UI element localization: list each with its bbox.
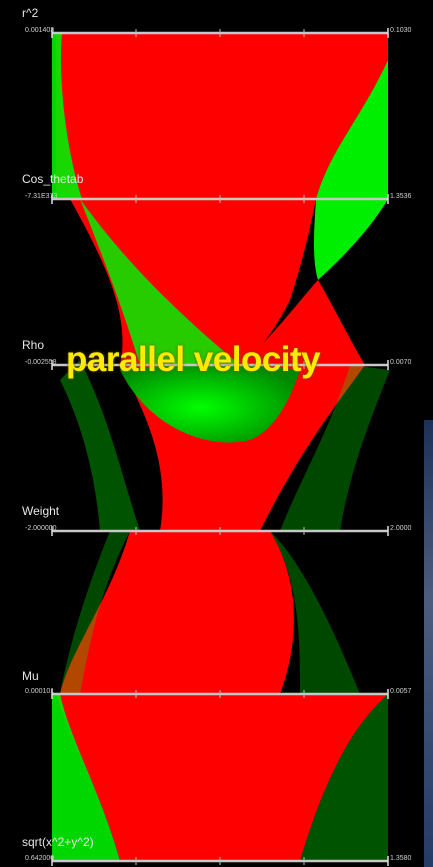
band-green-left-1 (52, 33, 82, 199)
band-green-right-5 (300, 694, 388, 861)
axis-min-weight: -2.000000 (25, 525, 57, 532)
axis-label-cos-thetab: Cos_thetab (22, 172, 84, 186)
axis-min-cos-thetab: -7.31E373 (25, 193, 58, 200)
axis-min-sqrt: 0.642000 (25, 855, 55, 862)
band-green-2 (80, 199, 240, 365)
overlay-title: parallel velocity (66, 340, 321, 379)
axis-label-r2: r^2 (22, 6, 39, 20)
band-green-right-4 (270, 531, 360, 694)
axis-min-r2: 0.001403 (25, 27, 55, 34)
band-green-left-4 (60, 531, 130, 694)
axis-max-r2: 0.1030 (390, 27, 412, 34)
axis-min-rho: -0.002558 (25, 359, 57, 366)
band-green-left-3 (60, 360, 140, 531)
axis-min-mu: 0.000101 (25, 688, 55, 695)
band-green-3 (120, 364, 300, 443)
band-green-right-3 (280, 365, 390, 531)
band-red-1 (56, 33, 388, 199)
axis-max-mu: 0.0057 (390, 688, 412, 695)
axis-lines (51, 28, 389, 866)
band-red-2b (240, 280, 365, 365)
axis-label-sqrt: sqrt(x^2+y^2) (22, 835, 94, 849)
axis-label-weight: Weight (22, 504, 60, 518)
axis-label-rho: Rho (22, 338, 45, 352)
band-green-left-5 (52, 694, 120, 861)
axis-max-sqrt: 1.3580 (390, 855, 412, 862)
band-green-right-1 (316, 33, 388, 199)
axis-label-mu: Mu (22, 669, 39, 683)
band-green-right-2 (314, 199, 388, 280)
axis-max-rho: 0.0070 (390, 359, 412, 366)
band-red-4 (60, 531, 294, 694)
band-red-5 (56, 694, 388, 861)
axis-max-cos-thetab: 1.3536 (390, 193, 412, 200)
polyline-bands (52, 33, 390, 861)
axis-max-weight: 2.0000 (390, 525, 412, 532)
